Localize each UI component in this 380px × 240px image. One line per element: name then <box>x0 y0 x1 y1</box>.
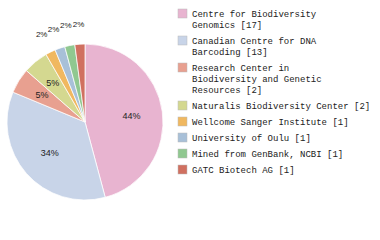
legend-swatch <box>178 63 187 72</box>
legend-label: Mined from GenBank, NCBI [1] <box>192 150 343 160</box>
legend-label: Research Center inBiodiversity and Genet… <box>192 64 322 96</box>
chart-svg: 44%34%5%5%2%2%2%2%Centre for Biodiversit… <box>0 0 380 240</box>
legend-label: Centre for BiodiversityGenomics [17] <box>192 10 317 31</box>
legend-label: Naturalis Biodiversity Center [2] <box>192 102 370 112</box>
data-label: 2% <box>60 21 72 30</box>
data-labels: 44%34%5%5%2%2%2%2% <box>35 20 140 158</box>
legend-item: Canadian Centre for DNABarcoding [13] <box>178 36 317 58</box>
data-label: 2% <box>36 30 48 39</box>
legend-swatch <box>178 117 187 126</box>
legend-swatch <box>178 9 187 18</box>
data-label: 2% <box>48 25 60 34</box>
legend-item: Wellcome Sanger Institute [1] <box>178 117 349 128</box>
legend-swatch <box>178 101 187 110</box>
pie <box>7 44 163 200</box>
legend-swatch <box>178 165 187 174</box>
pie-slice <box>75 44 85 122</box>
legend-item: Centre for BiodiversityGenomics [17] <box>178 9 317 31</box>
data-label: 44% <box>122 111 140 121</box>
legend-swatch <box>178 149 187 158</box>
legend-label: GATC Biotech AG [1] <box>192 166 295 176</box>
chart-container: 44%34%5%5%2%2%2%2%Centre for Biodiversit… <box>0 0 380 240</box>
legend-swatch <box>178 133 187 142</box>
data-label: 34% <box>41 148 59 158</box>
pie-slice <box>65 45 85 122</box>
legend-label: Canadian Centre for DNABarcoding [13] <box>192 37 317 58</box>
data-label: 2% <box>73 20 85 29</box>
legend-label: University of Oulu [1] <box>192 134 311 144</box>
data-label: 5% <box>46 78 59 88</box>
legend-item: Research Center inBiodiversity and Genet… <box>178 63 322 96</box>
legend-item: Mined from GenBank, NCBI [1] <box>178 149 343 160</box>
legend-label: Wellcome Sanger Institute [1] <box>192 118 349 128</box>
legend-item: University of Oulu [1] <box>178 133 311 144</box>
legend-item: GATC Biotech AG [1] <box>178 165 295 176</box>
legend-swatch <box>178 36 187 45</box>
legend-item: Naturalis Biodiversity Center [2] <box>178 101 370 112</box>
legend: Centre for BiodiversityGenomics [17] Cana… <box>178 9 370 176</box>
data-label: 5% <box>35 90 48 100</box>
